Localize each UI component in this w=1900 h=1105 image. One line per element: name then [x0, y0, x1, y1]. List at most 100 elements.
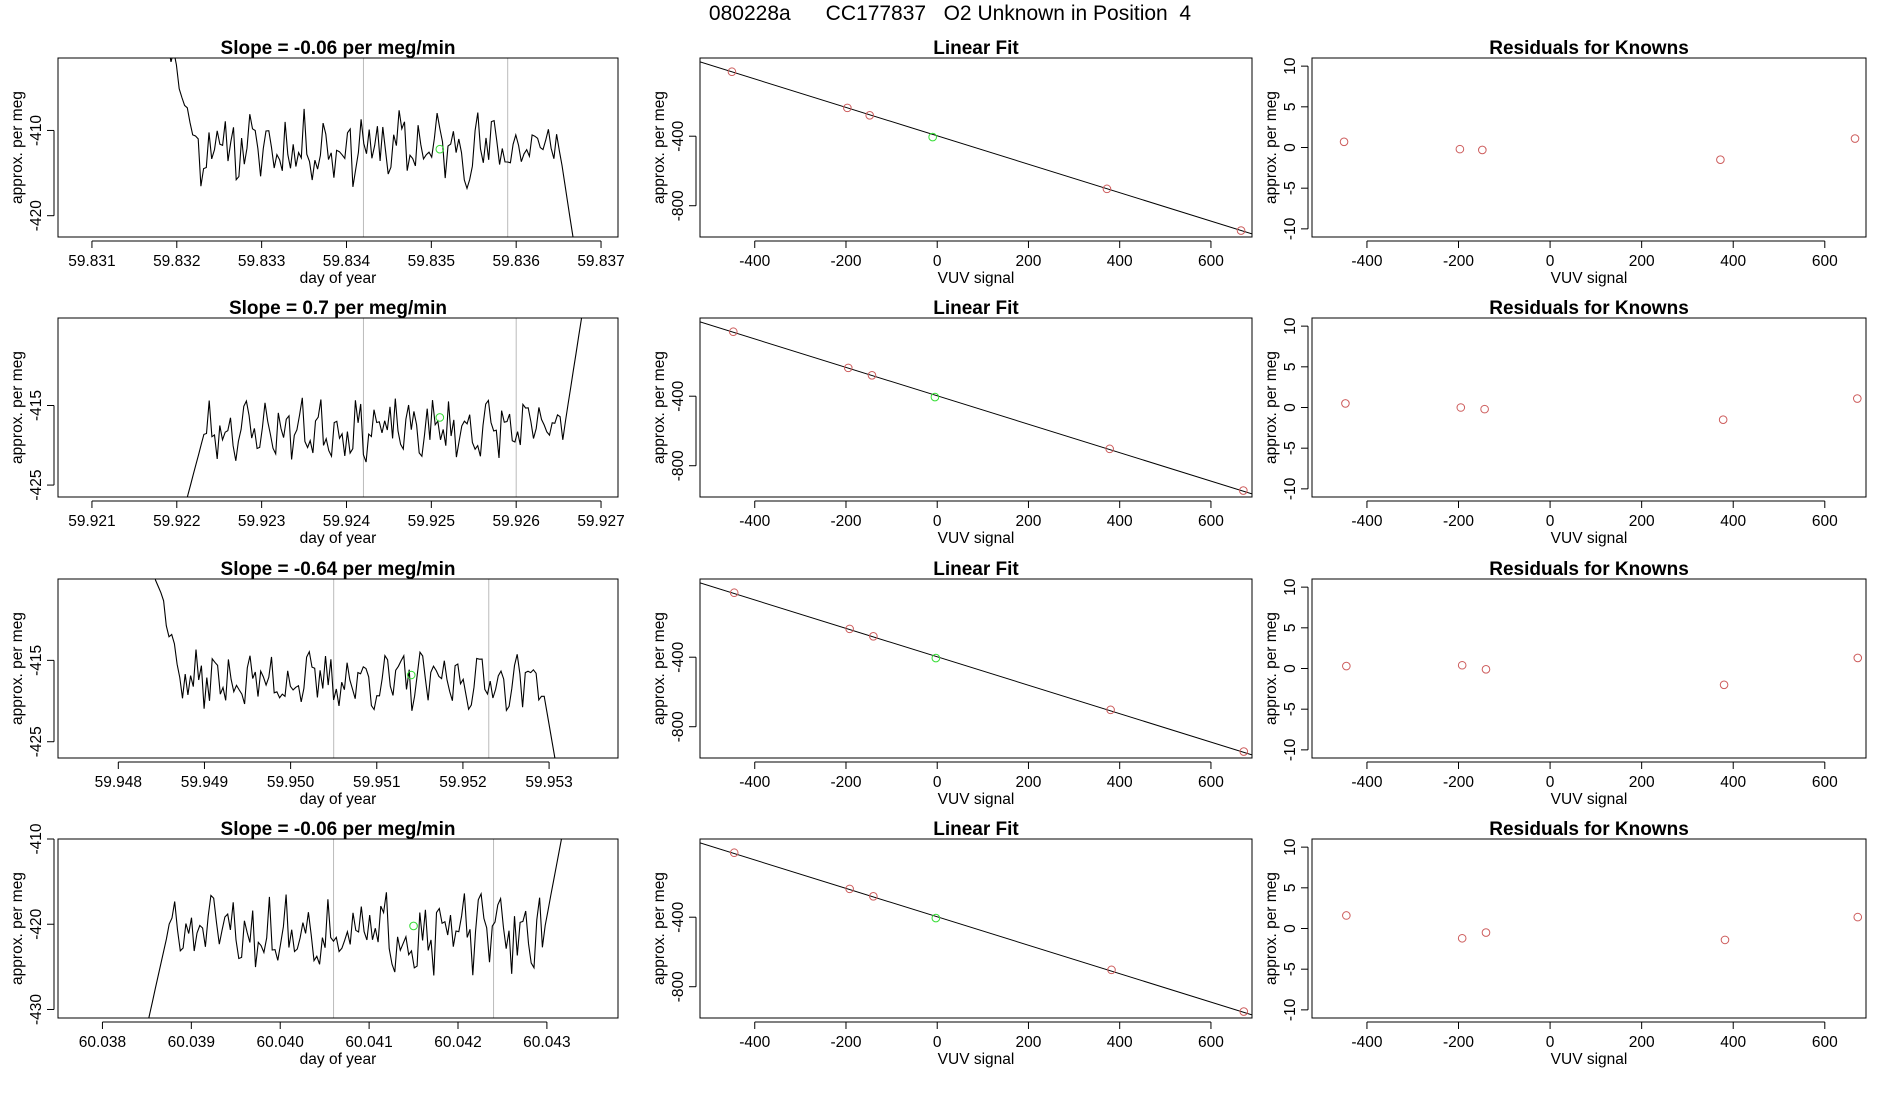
p12-y-tick-label-2: 5	[1282, 884, 1299, 893]
p8-fit-line	[700, 582, 1252, 756]
p2-known-point-4	[1102, 184, 1112, 194]
p12-x-tick-label-6: 600	[1812, 1034, 1838, 1051]
p10-trace-line	[148, 839, 563, 1018]
p2-title: Linear Fit	[933, 38, 1019, 59]
p3-residual-point-1	[1339, 137, 1349, 147]
p2-x-tick-label-6: 600	[1198, 253, 1224, 270]
p3-y-tick-label-5: -10	[1282, 217, 1299, 240]
p4-y-tick-label-1: -415	[28, 390, 45, 421]
p3-x-tick-label-1: -400	[1351, 253, 1382, 270]
p9-x-axis-label: VUV signal	[1551, 791, 1628, 808]
p8-x-tick-label-1: -400	[739, 774, 770, 791]
p5-title: Linear Fit	[933, 298, 1019, 319]
p8-y-axis-label: approx. per meg	[651, 612, 668, 725]
p12-y-axis-label: approx. per meg	[1263, 872, 1280, 985]
p3-x-axis-label: VUV signal	[1551, 270, 1628, 287]
p11-known-point-4	[1107, 965, 1116, 975]
p4-title: Slope = 0.7 per meg/min	[229, 298, 447, 319]
p12-residual-point-4	[1720, 935, 1730, 945]
p9-x-tick-label-4: 200	[1629, 774, 1655, 791]
p11-x-axis-label: VUV signal	[938, 1051, 1015, 1068]
p5-plot-frame	[699, 317, 1253, 498]
p12-x-tick-label-2: -200	[1443, 1034, 1474, 1051]
p1-plot-frame	[57, 57, 619, 238]
p2-unknown-point	[928, 132, 937, 142]
p2-x-tick-label-1: -400	[739, 253, 770, 270]
p7-x-tick-label-3: 59.950	[267, 774, 315, 791]
p12-x-tick-label-5: 400	[1720, 1034, 1746, 1051]
p9-y-tick-label-3: 0	[1282, 664, 1299, 673]
p1-y-tick-label-2: -420	[28, 200, 45, 231]
p2-known-point-1	[727, 67, 737, 77]
p1-x-tick-label-7: 59.837	[577, 253, 624, 270]
p6-x-tick-label-3: 0	[1546, 513, 1555, 530]
p2-x-axis-label: VUV signal	[938, 270, 1015, 287]
p11-fit-line	[700, 842, 1252, 1016]
p5-y-axis-label: approx. per meg	[651, 351, 668, 464]
p1-x-tick-label-3: 59.833	[238, 253, 285, 270]
p7-y-tick-label-2: -425	[28, 726, 45, 757]
p6-x-tick-label-6: 600	[1812, 513, 1838, 530]
p6-x-tick-label-5: 400	[1720, 513, 1746, 530]
p8-x-tick-label-4: 200	[1016, 774, 1042, 791]
p5-y-tick-label-1: -400	[670, 380, 687, 411]
p9-residual-point-3	[1481, 665, 1491, 674]
p5-known-point-3	[867, 371, 877, 380]
p4-x-tick-label-2: 59.922	[153, 513, 200, 530]
p1-x-tick-label-1: 59.831	[68, 253, 115, 270]
p1-trace-line	[169, 58, 574, 237]
p10-y-tick-label-1: -410	[28, 823, 45, 854]
p11-x-tick-label-6: 600	[1198, 1034, 1224, 1051]
p1-x-axis-label: day of year	[300, 270, 377, 287]
p4-y-tick-label-2: -425	[28, 470, 45, 501]
p11-y-tick-label-2: -800	[670, 971, 687, 1002]
p1-unknown-point	[435, 144, 445, 154]
p9-residual-point-5	[1853, 653, 1863, 663]
p6-residual-point-1	[1341, 399, 1350, 408]
p8-x-tick-label-3: 0	[933, 774, 942, 791]
p10-x-tick-label-4: 60.041	[345, 1034, 392, 1051]
p1-y-axis-label: approx. per meg	[9, 91, 26, 204]
p11-known-point-5	[1239, 1007, 1249, 1016]
p10-x-tick-label-1: 60.038	[79, 1034, 126, 1051]
p12-residual-point-5	[1853, 912, 1863, 922]
p1-x-tick-label-5: 59.835	[408, 253, 455, 270]
p10-title: Slope = -0.06 per meg/min	[221, 819, 456, 840]
p12-x-tick-label-3: 0	[1546, 1034, 1555, 1051]
p11-known-point-3	[869, 892, 878, 901]
p7-x-tick-label-5: 59.952	[439, 774, 486, 791]
p7-y-axis-label: approx. per meg	[9, 612, 26, 725]
p6-residual-point-2	[1456, 403, 1466, 412]
p6-residual-point-5	[1853, 394, 1862, 403]
p8-y-tick-label-1: -400	[670, 641, 687, 672]
p10-y-axis-label: approx. per meg	[9, 872, 26, 985]
p9-y-tick-label-1: 10	[1282, 578, 1299, 596]
p8-x-tick-label-2: -200	[830, 774, 861, 791]
p10-x-tick-label-3: 60.040	[257, 1034, 305, 1051]
p12-y-tick-label-3: 0	[1282, 924, 1299, 933]
p3-x-tick-label-2: -200	[1443, 253, 1474, 270]
p2-x-tick-label-3: 0	[933, 253, 942, 270]
p5-x-tick-label-2: -200	[830, 513, 861, 530]
p3-y-tick-label-1: 10	[1282, 57, 1299, 75]
p11-x-tick-label-2: -200	[830, 1034, 861, 1051]
p12-title: Residuals for Knowns	[1489, 819, 1689, 840]
p5-known-point-5	[1239, 486, 1248, 495]
p9-y-tick-label-2: 5	[1282, 624, 1299, 633]
p6-y-axis-label: approx. per meg	[1263, 351, 1280, 464]
p9-x-tick-label-1: -400	[1351, 774, 1382, 791]
p3-y-tick-label-3: 0	[1282, 143, 1299, 152]
p6-y-tick-label-5: -10	[1282, 477, 1299, 500]
p11-plot-frame	[699, 838, 1253, 1019]
p9-x-tick-label-3: 0	[1546, 774, 1555, 791]
p2-y-tick-label-2: -800	[670, 190, 687, 221]
p3-y-tick-label-2: 5	[1282, 103, 1299, 112]
p4-plot-frame	[57, 317, 619, 498]
p6-x-tick-label-4: 200	[1629, 513, 1655, 530]
p9-residual-point-2	[1457, 660, 1467, 670]
p7-plot-frame	[57, 578, 619, 759]
p10-plot-frame	[57, 838, 619, 1019]
p6-residual-point-3	[1480, 404, 1489, 414]
p4-x-tick-label-7: 59.927	[577, 513, 624, 530]
p11-y-axis-label: approx. per meg	[651, 872, 668, 985]
